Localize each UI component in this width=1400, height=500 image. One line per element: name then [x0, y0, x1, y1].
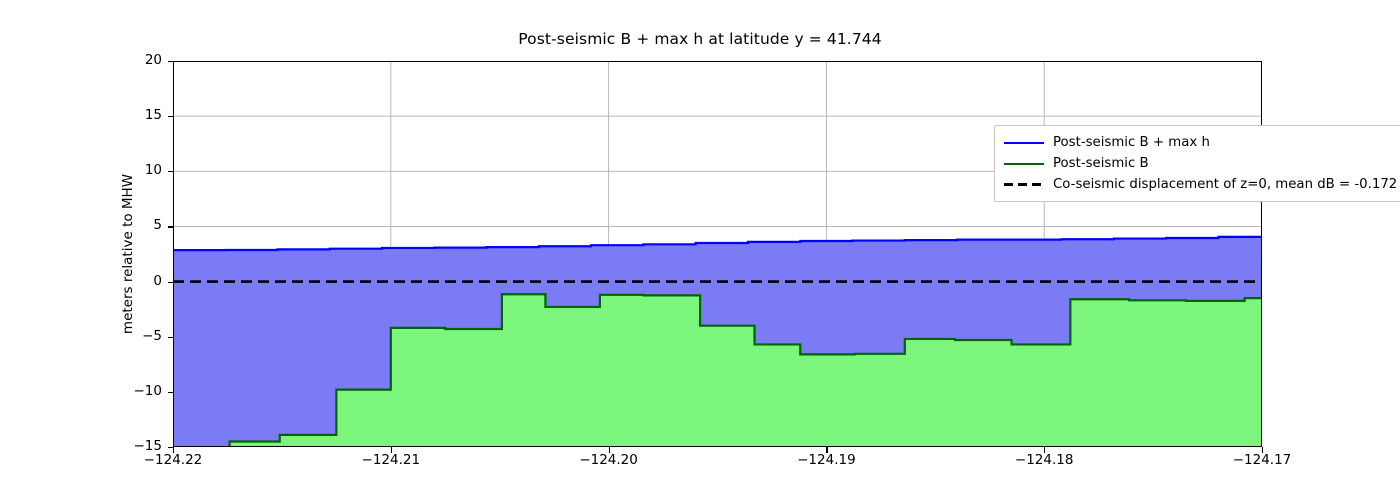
legend-item-2: Co-seismic displacement of z=0, mean dB … [1004, 174, 1400, 195]
x-tick-label: −124.19 [797, 452, 856, 468]
legend-swatch-line-icon [1004, 158, 1044, 170]
y-tick-mark [167, 391, 173, 394]
y-tick-label: −5 [142, 327, 162, 344]
x-tick-mark [1262, 447, 1264, 453]
x-tick-mark [1044, 447, 1046, 453]
x-tick-label: −124.20 [579, 452, 638, 468]
y-tick-label: 0 [153, 272, 162, 289]
chart-canvas [173, 61, 1262, 447]
legend-swatch-line-icon [1004, 137, 1044, 149]
y-tick-label: 5 [153, 217, 162, 234]
legend-label: Co-seismic displacement of z=0, mean dB … [1053, 177, 1400, 192]
axis-spine-right [1260, 61, 1262, 447]
y-tick-label: 10 [144, 162, 162, 179]
axis-spine-top [173, 61, 1262, 63]
legend-swatch-dashed-icon [1004, 179, 1044, 191]
legend-label: Post-seismic B + max h [1053, 135, 1210, 150]
y-tick-label: −15 [133, 438, 163, 454]
y-tick-label: 15 [144, 107, 162, 124]
legend-item-1: Post-seismic B [1004, 153, 1400, 174]
x-tick-mark [390, 447, 392, 453]
x-tick-mark [608, 447, 610, 453]
y-tick-mark [167, 61, 173, 63]
y-tick-mark [167, 281, 173, 283]
y-tick-mark [167, 116, 173, 118]
y-tick-label: 20 [144, 52, 162, 68]
legend-item-0: Post-seismic B + max h [1004, 132, 1400, 153]
legend-label: Post-seismic B [1053, 156, 1149, 171]
y-tick-mark [167, 336, 173, 338]
y-tick-mark [167, 171, 173, 173]
plot-area: Post-seismic B + max h Post-seismic B Co… [173, 61, 1400, 447]
x-tick-label: −124.18 [1014, 452, 1074, 468]
x-tick-label: −124.22 [143, 452, 203, 468]
y-tick-mark [167, 447, 173, 449]
x-tick-label: −124.17 [1232, 452, 1292, 468]
legend: Post-seismic B + max h Post-seismic B Co… [994, 125, 1400, 202]
y-tick-mark [167, 226, 173, 228]
series-post-seismic-b [173, 263, 1262, 447]
x-tick-label: −124.21 [361, 452, 421, 468]
y-tick-label: −10 [133, 382, 163, 399]
axis-spine-bottom [173, 445, 1262, 447]
x-tick-mark [826, 447, 828, 453]
chart-title: Post-seismic B + max h at latitude y = 4… [518, 30, 882, 48]
x-tick-mark [173, 447, 175, 453]
axis-spine-left [173, 61, 175, 447]
